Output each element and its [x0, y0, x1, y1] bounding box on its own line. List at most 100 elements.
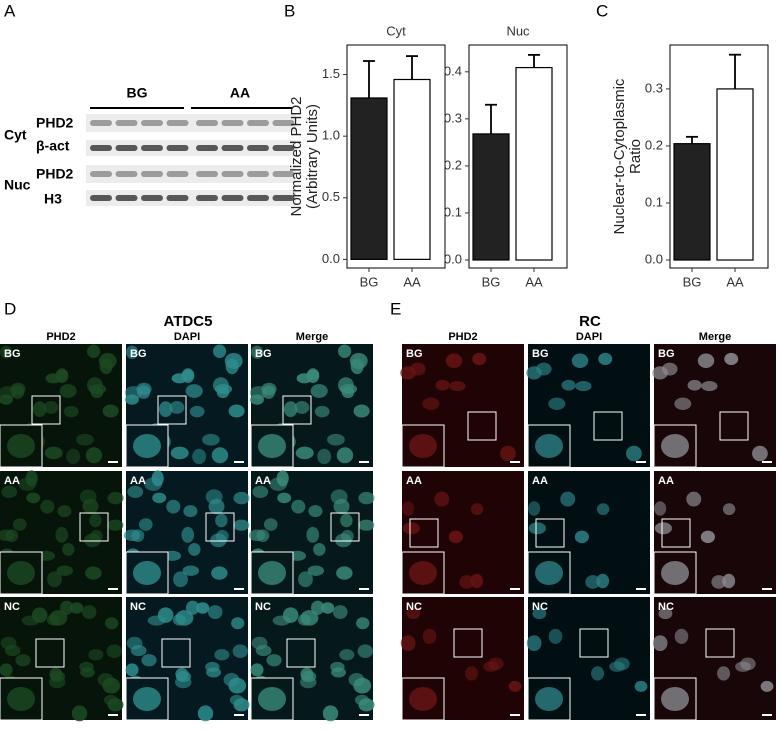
nucleus [310, 384, 328, 398]
nucleus [126, 636, 143, 650]
nucleus [106, 644, 122, 658]
nucleus [339, 649, 355, 661]
nucleus [228, 677, 247, 694]
blot-image [86, 114, 296, 206]
nucleus [102, 677, 121, 694]
nucleus [47, 571, 62, 588]
nucleus [131, 529, 145, 543]
y-axis-label: Nuclear-to-Cytoplasmic [611, 78, 628, 234]
nucleus [250, 345, 264, 359]
y-tick-label: 0.3 [645, 80, 663, 95]
roi-box [79, 512, 109, 542]
nucleus [535, 362, 552, 376]
inset-nucleus [7, 434, 35, 458]
bar [673, 143, 711, 261]
bar [393, 78, 431, 260]
nucleus [740, 657, 756, 671]
nucleus [402, 522, 420, 535]
nucleus [85, 447, 103, 464]
y-axis-label: Ratio [627, 139, 644, 174]
error-bar [528, 53, 540, 68]
blot-strip [86, 140, 296, 156]
roi-box [31, 395, 61, 425]
roi-box [161, 638, 191, 668]
nucleus [206, 667, 222, 678]
roi-box [282, 395, 312, 425]
row-label: AA [406, 475, 422, 487]
nucleus [272, 615, 291, 626]
nucleus [233, 491, 250, 505]
nucleus [614, 657, 630, 671]
nucleus [202, 433, 220, 446]
nucleus [215, 529, 229, 543]
fraction-label: Cyt [4, 127, 27, 143]
band [115, 195, 138, 201]
nucleus [338, 344, 352, 359]
nucleus [332, 605, 348, 620]
column-header: Merge [699, 331, 731, 343]
nucleus [327, 433, 345, 446]
row-label: NC [4, 601, 20, 613]
nucleus [434, 491, 450, 507]
nucleus [182, 565, 199, 576]
band [221, 171, 244, 177]
nucleus [561, 379, 576, 391]
nucleus [85, 566, 102, 580]
inset-nucleus [409, 561, 437, 585]
nucleus [89, 529, 103, 543]
nucleus [591, 666, 605, 681]
nucleus [459, 575, 475, 589]
y-axis-label: Normalized PHD2 [288, 96, 305, 216]
nucleus [465, 666, 479, 681]
nucleus [422, 628, 437, 645]
nucleus [86, 377, 103, 394]
nucleus [127, 485, 144, 499]
x-tick-label: AA [403, 274, 421, 289]
panel-label: A [4, 1, 16, 20]
nucleus [687, 379, 702, 391]
y-tick-label: 1.0 [322, 128, 340, 143]
nucleus [56, 565, 73, 576]
nucleus [470, 573, 484, 589]
nucleus [188, 542, 201, 556]
nucleus [760, 680, 774, 692]
band [221, 195, 244, 201]
plot-frame [468, 44, 568, 269]
nucleus [528, 522, 546, 535]
nucleus [337, 377, 354, 394]
inset-nucleus [535, 687, 563, 711]
nucleus [233, 519, 250, 531]
y-tick-label: 0.2 [444, 157, 462, 172]
panel-label: C [596, 1, 608, 20]
nucleus [89, 513, 102, 528]
nucleus [354, 694, 370, 706]
nucleus [357, 644, 373, 658]
nucleus [470, 503, 484, 516]
column-header: DAPI [576, 331, 602, 343]
nucleus [449, 380, 466, 392]
nucleus [269, 477, 288, 491]
nucleus [313, 542, 326, 556]
inset-nucleus [7, 561, 35, 585]
nucleus [406, 608, 421, 620]
nucleus [528, 501, 541, 516]
nucleus [596, 503, 610, 516]
nucleus [654, 522, 672, 535]
nucleus [488, 657, 504, 671]
nucleus [172, 614, 186, 626]
chart-title: Cyt [386, 23, 406, 38]
nucleus [308, 505, 323, 518]
nucleus [185, 600, 200, 615]
inset-nucleus [535, 434, 563, 458]
charts: 0.0 0.5 1.0 1.5 Cyt Normalized PHD2 (Arbitrary… [288, 23, 769, 289]
nucleus [18, 477, 37, 491]
nucleus [26, 492, 41, 504]
nucleus [231, 617, 245, 630]
nucleus [291, 499, 306, 514]
band [247, 195, 269, 201]
nucleus [435, 379, 450, 391]
nucleus [87, 344, 101, 359]
inset-nucleus [258, 434, 286, 458]
nucleus [170, 446, 189, 460]
nucleus [5, 529, 19, 543]
